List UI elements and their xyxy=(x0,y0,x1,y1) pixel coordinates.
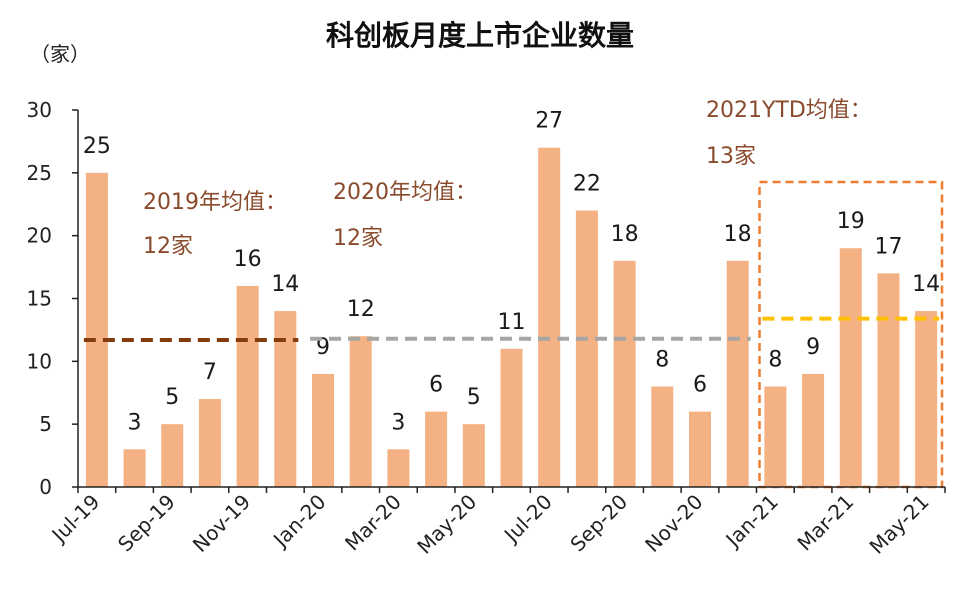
bar-Jul-20 xyxy=(538,147,561,487)
data-label-Jul-19: 25 xyxy=(83,134,111,159)
bar-Sep-19 xyxy=(161,424,184,487)
bar-Apr-21 xyxy=(877,273,900,487)
data-label-Oct-20: 8 xyxy=(655,347,669,372)
x-tick-label-Jan-21: Jan-21 xyxy=(720,490,783,553)
y-tick-label-15: 15 xyxy=(27,287,52,311)
x-tick-label-Jul-19: Jul-19 xyxy=(46,490,105,549)
x-tick-label-Mar-20: Mar-20 xyxy=(340,490,406,556)
bar-Apr-20 xyxy=(425,411,448,487)
data-label-Sep-20: 18 xyxy=(611,222,639,247)
data-label-Mar-20: 3 xyxy=(391,410,405,435)
data-label-Jan-21: 8 xyxy=(768,347,782,372)
bar-Mar-21 xyxy=(839,248,862,487)
data-label-Dec-20: 18 xyxy=(724,222,752,247)
data-label-Oct-19: 7 xyxy=(203,360,217,385)
avg-2021-label-line2: 13家 xyxy=(706,144,756,169)
avg-2019-label-line2: 12家 xyxy=(143,234,193,259)
avg-2019-label-line1: 2019年均值： xyxy=(143,190,287,215)
x-tick-label-Sep-19: Sep-19 xyxy=(113,490,180,557)
data-label-Mar-21: 19 xyxy=(837,209,865,234)
chart-title: 科创板月度上市企业数量 xyxy=(325,19,634,52)
bar-Feb-21 xyxy=(802,373,825,487)
data-label-Aug-19: 3 xyxy=(128,410,142,435)
bar-Jan-21 xyxy=(764,386,787,487)
data-label-Nov-19: 16 xyxy=(234,247,262,272)
x-tick-label-Nov-19: Nov-19 xyxy=(188,490,255,557)
avg-2020-label-line1: 2020年均值： xyxy=(333,180,477,205)
bar-Nov-19 xyxy=(236,285,259,487)
bar-May-20 xyxy=(462,424,485,487)
bar-Sep-20 xyxy=(613,260,636,487)
data-label-May-21: 14 xyxy=(912,272,940,297)
y-tick-label-20: 20 xyxy=(27,224,52,248)
x-tick-label-Sep-20: Sep-20 xyxy=(565,490,632,557)
data-label-Dec-19: 14 xyxy=(271,272,299,297)
bar-Mar-20 xyxy=(387,449,410,487)
x-tick-label-Mar-21: Mar-21 xyxy=(792,490,858,556)
data-label-Apr-20: 6 xyxy=(429,373,443,398)
bar-Jul-19 xyxy=(85,172,108,488)
y-tick-label-10: 10 xyxy=(27,349,52,373)
data-label-Jul-20: 27 xyxy=(535,109,563,134)
data-label-May-20: 5 xyxy=(467,385,481,410)
data-label-Jun-20: 11 xyxy=(498,310,526,335)
data-label-Feb-20: 12 xyxy=(347,297,375,322)
x-tick-label-Jan-20: Jan-20 xyxy=(267,490,330,553)
bar-Oct-19 xyxy=(198,399,221,487)
x-tick-label-Nov-20: Nov-20 xyxy=(640,490,707,557)
bar-Aug-20 xyxy=(575,210,598,488)
y-tick-label-25: 25 xyxy=(27,161,52,185)
bar-Nov-20 xyxy=(688,411,711,487)
data-label-Nov-20: 6 xyxy=(693,373,707,398)
bar-Aug-19 xyxy=(123,449,146,487)
avg-2020-label-line2: 12家 xyxy=(333,226,383,251)
bar-Dec-19 xyxy=(274,311,297,487)
data-label-Sep-19: 5 xyxy=(165,385,179,410)
bar-Dec-20 xyxy=(726,260,749,487)
bar-May-21 xyxy=(915,311,938,487)
data-label-Apr-21: 17 xyxy=(874,234,902,259)
y-tick-label-0: 0 xyxy=(39,475,52,499)
bar-Jan-20 xyxy=(312,373,335,487)
data-label-Aug-20: 22 xyxy=(573,172,601,197)
x-tick-label-Jul-20: Jul-20 xyxy=(498,490,557,549)
y-axis-unit-label: （家） xyxy=(30,42,90,66)
data-label-Jan-20: 9 xyxy=(316,335,330,360)
bar-Jun-20 xyxy=(500,348,523,487)
bar-Oct-20 xyxy=(651,386,674,487)
y-tick-label-5: 5 xyxy=(39,412,52,436)
x-tick-label-May-21: May-21 xyxy=(865,490,934,559)
y-tick-label-30: 30 xyxy=(27,98,52,122)
x-tick-label-May-20: May-20 xyxy=(412,490,481,559)
avg-2021-label-line1: 2021YTD均值： xyxy=(706,98,872,123)
bar-Feb-20 xyxy=(349,336,372,487)
data-label-Feb-21: 9 xyxy=(806,335,820,360)
